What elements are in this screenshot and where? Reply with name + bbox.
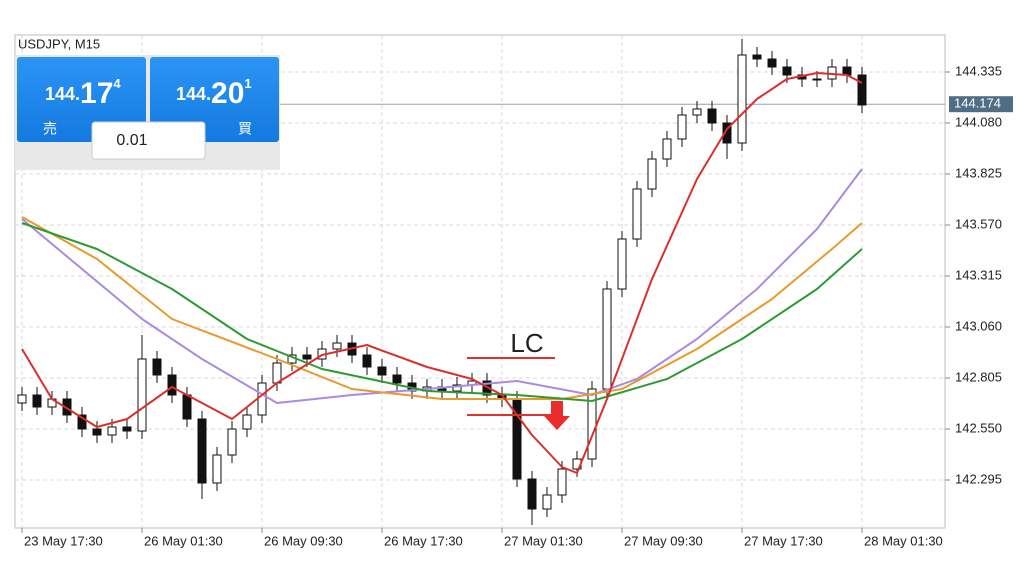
candle-body [782,66,792,76]
candle-body [377,366,387,376]
candle-body [167,374,177,396]
marks: 144.174 [15,39,1013,525]
moving-average [21,168,863,404]
lot: 0.01 [116,132,147,149]
candle-body [602,288,612,390]
candle-body [227,428,237,456]
candle-body [557,468,567,496]
x-tick-label: 26 May 01:30 [144,533,223,548]
current-price-label: 144.174 [954,96,1001,111]
candle-body [857,74,867,106]
chart-title: USDJPY, M15 [18,36,100,51]
x-tick-label: 28 May 01:30 [864,533,943,548]
candle-body [257,382,267,416]
price-big: 17 [80,77,113,110]
candle-body [272,362,282,384]
candle-body [737,54,747,144]
candle-body [707,108,717,124]
candle-body [752,54,762,60]
candle-body [842,66,852,76]
y-tick-label: 142.550 [955,420,1002,435]
sell-price: 144.174 [45,76,121,109]
y-tick-label: 144.335 [955,63,1002,78]
price-small: 1 [244,76,251,91]
price-big: 20 [211,77,244,110]
candle-body [137,358,147,432]
y-tick-label: 144.080 [955,114,1002,129]
candle-body [452,384,462,392]
sell-button[interactable] [17,57,146,142]
x-tick-label: 23 May 17:30 [24,533,103,548]
candle-body [392,374,402,384]
x-tick-label: 27 May 09:30 [624,533,703,548]
current-price-box [949,96,1013,113]
candle-body [242,414,252,430]
candle-body [617,238,627,290]
buy-button[interactable] [150,57,279,142]
candle-body [647,158,657,190]
candle-body [77,414,87,430]
candle-body [692,108,702,116]
sell-label: 売 [43,121,57,137]
y-tick-label: 143.060 [955,318,1002,333]
candle-body [632,188,642,240]
candle-body [722,122,732,144]
candle-body [812,78,822,81]
candle-body [362,354,372,368]
candle-body [527,478,537,510]
y-tick-label: 143.570 [955,216,1002,231]
y-tick-label: 142.805 [955,369,1002,384]
y-tick-label: 142.295 [955,471,1002,486]
candle-body [182,394,192,420]
candle-body [107,426,117,436]
price-prefix: 144. [45,84,80,104]
y-tick-label: 143.315 [955,267,1002,282]
price-prefix: 144. [176,84,211,104]
candle-body [212,454,222,484]
candle-body [302,354,312,360]
lot-box[interactable] [91,121,206,160]
candle-body [32,394,42,408]
candle-body [152,358,162,376]
candle-body [332,342,342,350]
moving-average [21,222,863,402]
candle-body [542,494,552,510]
x-tick-label: 27 May 01:30 [504,533,583,548]
buy-price: 144.201 [176,76,252,109]
x-tick-label: 26 May 09:30 [264,533,343,548]
candle-body [122,426,132,432]
x-tick-label: 26 May 17:30 [384,533,463,548]
candle-body [677,114,687,140]
down-arrow [544,401,570,430]
x-tick-label: 27 May 17:30 [744,533,823,548]
candle-body [662,138,672,160]
price-small: 4 [113,76,121,91]
y-tick-label: 143.825 [955,165,1002,180]
moving-average [21,216,863,400]
moving-average [21,72,863,474]
annotation: LC [510,328,543,358]
grid: 142.295 142.550 142.805 143.060 143.315 143.5… [15,35,1002,548]
candle-body [767,58,777,68]
buy-label: 買 [238,121,252,137]
plot-frame [14,34,946,529]
candle-body [197,418,207,484]
candle-body [17,394,27,404]
candle-body [92,428,102,436]
